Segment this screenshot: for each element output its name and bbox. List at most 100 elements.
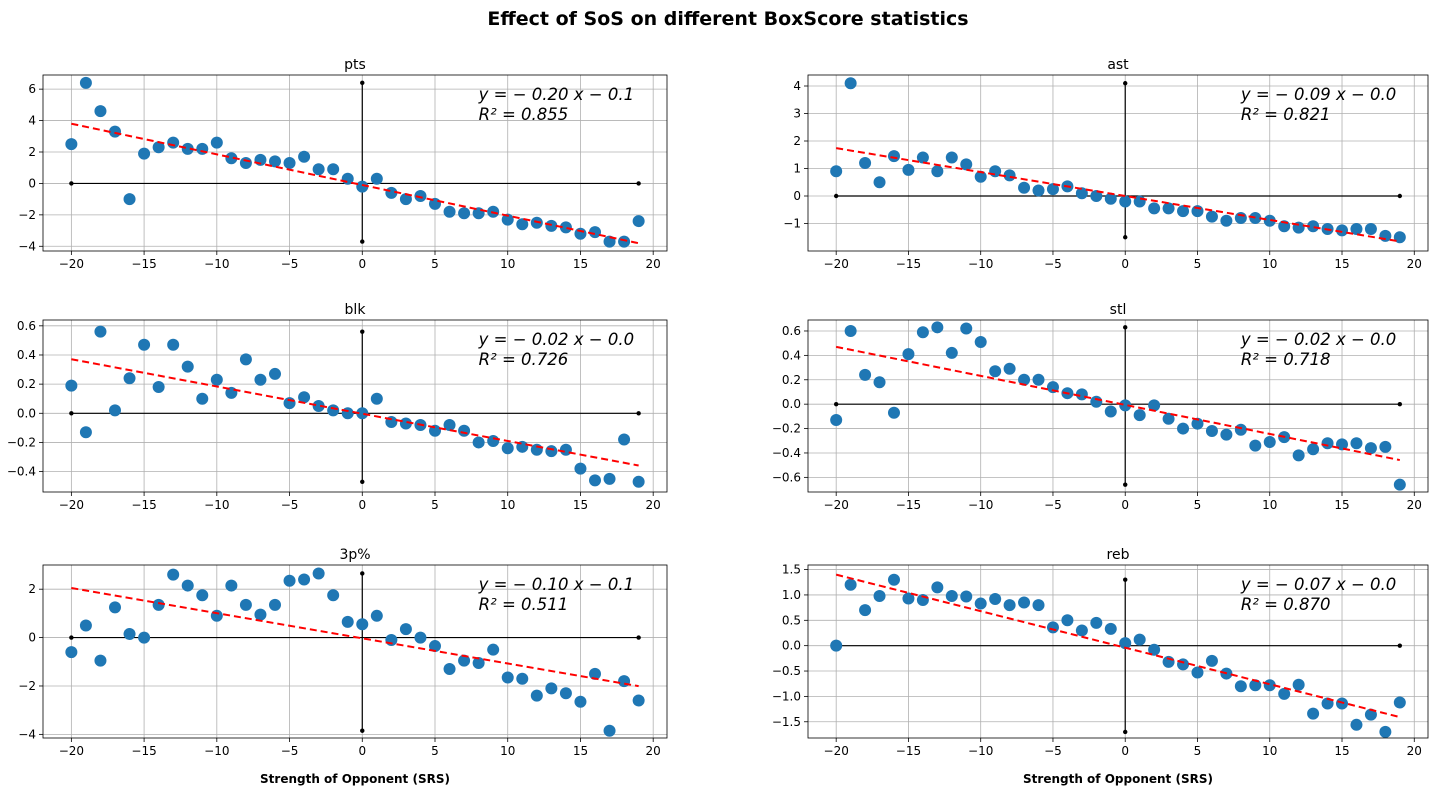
data-point [327, 404, 340, 417]
data-point [1119, 399, 1132, 412]
y-tick-label: 1.5 [782, 563, 801, 577]
data-point [94, 654, 107, 667]
regression-equation: y = − 0.10 x − 0.1 [478, 575, 634, 594]
data-point [152, 381, 165, 394]
r-squared-label: R² = 0.821 [1241, 105, 1331, 124]
x-tick-label: 20 [646, 498, 661, 512]
data-point [239, 598, 252, 611]
data-point [873, 176, 886, 189]
data-point [269, 598, 281, 611]
data-point [399, 623, 412, 636]
data-point [931, 321, 944, 334]
data-point [1220, 428, 1233, 441]
reference-line-endpoint [1123, 325, 1128, 330]
data-point [887, 573, 900, 586]
y-tick-label: −0.2 [7, 435, 36, 449]
data-point [945, 589, 958, 602]
data-point [123, 372, 136, 385]
data-point [65, 379, 78, 392]
data-point [1307, 443, 1320, 456]
x-tick-label: −5 [1044, 744, 1062, 758]
regression-fit-line [71, 587, 639, 688]
data-point [123, 627, 136, 640]
data-point [109, 404, 121, 417]
x-tick-label: −15 [131, 257, 156, 271]
x-tick-label: 15 [1334, 744, 1349, 758]
x-tick-label: −20 [59, 257, 84, 271]
data-point [632, 475, 645, 488]
data-point [589, 474, 601, 487]
y-tick-label: 4 [28, 114, 36, 128]
data-point [1263, 435, 1276, 448]
data-point [916, 326, 929, 339]
data-point [1032, 184, 1045, 197]
data-point [1205, 425, 1218, 438]
data-point [312, 400, 325, 412]
x-tick-label: −15 [896, 498, 921, 512]
x-tick-label: 5 [1194, 257, 1202, 271]
data-point [1379, 725, 1392, 738]
x-tick-label: 5 [431, 498, 439, 512]
data-point [167, 338, 180, 351]
reference-line-endpoint [360, 80, 365, 86]
data-point [94, 105, 107, 118]
data-point [1148, 399, 1161, 412]
data-point [1148, 202, 1161, 215]
x-tick-label: 10 [500, 498, 515, 512]
reference-line-endpoint [69, 181, 74, 186]
data-point [501, 213, 514, 226]
reference-line-endpoint [636, 635, 641, 640]
data-point [341, 407, 354, 420]
data-point [1220, 214, 1233, 227]
data-point [844, 77, 857, 90]
data-point [501, 442, 514, 455]
data-point [1321, 437, 1334, 450]
reference-line-endpoint [833, 401, 839, 407]
reference-line-endpoint [1123, 577, 1128, 582]
data-point [1075, 624, 1088, 637]
y-tick-label: −4 [18, 727, 36, 741]
x-tick-label: 20 [1407, 257, 1422, 271]
reference-line-endpoint [636, 411, 641, 416]
x-tick-label: −15 [131, 498, 156, 512]
axes-frame [42, 564, 668, 739]
subplot-title: blk [345, 302, 367, 318]
data-point [1393, 696, 1406, 709]
data-point [210, 373, 223, 386]
data-point [1090, 395, 1103, 408]
y-tick-label: −1.0 [772, 689, 801, 703]
data-point [472, 436, 485, 449]
axes-frame [42, 319, 668, 493]
x-tick-label: 15 [573, 498, 588, 512]
data-point [1119, 195, 1132, 208]
x-tick-label: 20 [1407, 744, 1422, 758]
data-point [269, 155, 281, 168]
x-tick-label: −15 [896, 257, 921, 271]
data-point [1090, 616, 1103, 629]
x-tick-label: 0 [1121, 744, 1129, 758]
data-point [298, 391, 311, 404]
data-point [618, 433, 631, 446]
data-point [589, 226, 601, 239]
data-point [1292, 449, 1305, 462]
x-tick-label: −5 [1044, 257, 1062, 271]
data-point [902, 592, 915, 605]
data-point [1263, 214, 1276, 227]
data-point [632, 694, 645, 707]
x-tick-label: 10 [500, 744, 515, 758]
data-point [545, 682, 558, 695]
data-point [370, 609, 383, 622]
x-tick-label: −20 [824, 498, 849, 512]
r-squared-label: R² = 0.726 [479, 350, 569, 369]
x-tick-label: 0 [358, 257, 366, 271]
y-tick-label: 0.6 [17, 319, 36, 333]
data-point [1292, 678, 1305, 691]
data-point [1061, 614, 1074, 627]
y-tick-label: −1.5 [772, 715, 801, 729]
y-tick-label: 0.0 [782, 397, 801, 411]
data-point [167, 568, 180, 581]
data-point [1003, 169, 1016, 182]
x-tick-label: 0 [1121, 498, 1129, 512]
reference-line-endpoint [636, 181, 641, 186]
